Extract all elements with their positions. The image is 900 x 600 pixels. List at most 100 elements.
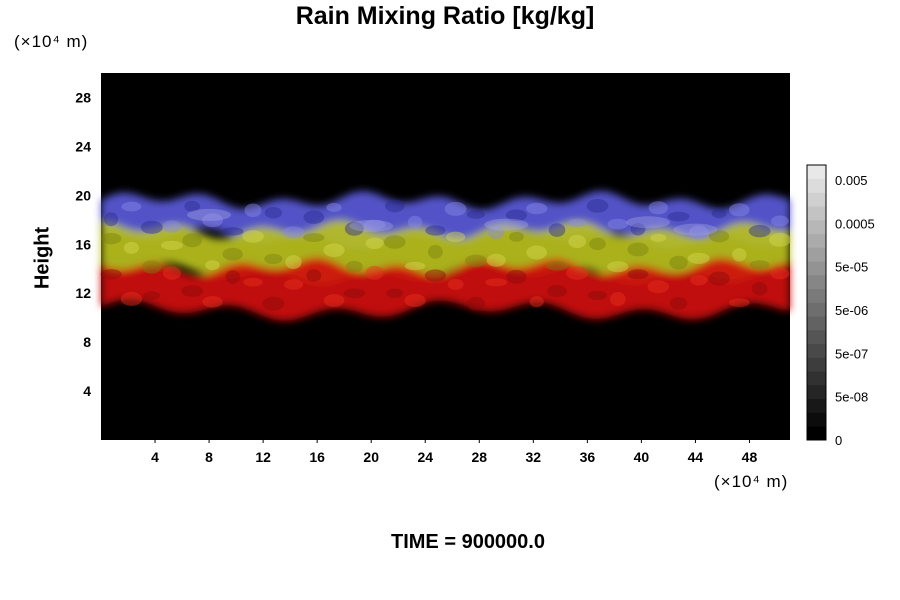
x-tick-label: 32 [526, 449, 542, 465]
wisp [100, 233, 122, 245]
wisp [363, 219, 386, 230]
y-tick-label: 24 [75, 138, 91, 154]
rain-layer-2 [101, 256, 790, 321]
wisp [243, 277, 263, 287]
wisp [526, 202, 548, 215]
wisp [568, 234, 587, 249]
wisp [505, 209, 527, 222]
colorbar-level [807, 385, 826, 400]
wisp [547, 285, 567, 298]
wisp [627, 269, 649, 280]
wisp [326, 202, 342, 212]
wisp [343, 288, 366, 299]
colorbar-level [807, 426, 826, 441]
wisp [445, 231, 466, 243]
wisp [729, 203, 750, 217]
wisp [100, 269, 122, 280]
x-ticks: 4 8 12 16 20 24 28 32 36 40 44 48 [151, 440, 757, 465]
wisp [728, 298, 750, 308]
wisp [264, 253, 283, 265]
wisp [466, 296, 486, 311]
colorbar-level [807, 398, 826, 413]
wisp [689, 225, 709, 240]
colorbar-level [807, 288, 826, 303]
wisp-highlight [187, 208, 232, 221]
x-tick-label: 4 [151, 449, 159, 465]
wisp [669, 255, 688, 270]
y-tick-label: 12 [75, 285, 91, 301]
wisp [344, 221, 364, 236]
wisp [748, 224, 771, 238]
wisp [627, 242, 649, 257]
wisp [143, 291, 160, 300]
wisp [184, 200, 201, 212]
colorbar-frame [806, 164, 827, 441]
rain-field [101, 190, 790, 321]
rain-layer-1 [101, 219, 790, 285]
wisp [650, 233, 667, 242]
x-tick-label: 12 [255, 449, 271, 465]
wisp-highlight [673, 223, 718, 236]
wisp [104, 212, 119, 227]
wisp [323, 243, 345, 257]
x-tick-label: 36 [580, 449, 596, 465]
wisp [485, 278, 508, 287]
wisp [160, 240, 183, 250]
time-label: TIME = 900000.0 [391, 531, 545, 553]
wisp [205, 260, 220, 271]
wisp [222, 247, 243, 261]
wisp-highlight [349, 219, 394, 232]
colorbar-level [807, 316, 826, 331]
wisp [221, 227, 244, 236]
x-tick-label: 20 [363, 449, 379, 465]
y-tick-label: 8 [83, 334, 91, 350]
wisp [244, 203, 262, 218]
wisp [690, 274, 708, 286]
y-tick-label: 20 [75, 187, 91, 203]
wisp [123, 241, 139, 254]
wisp [121, 201, 142, 212]
wisp [306, 269, 322, 282]
x-tick-label: 44 [688, 449, 704, 465]
x-tick-label: 48 [742, 449, 758, 465]
wisp [486, 253, 506, 267]
wisp [607, 261, 629, 273]
chart-title: Rain Mixing Ratio [kg/kg] [295, 2, 595, 30]
wisp [386, 288, 404, 298]
wisp [202, 213, 223, 228]
wisp-highlight [626, 216, 671, 229]
colorbar-level [807, 412, 826, 427]
wisp [404, 293, 426, 308]
wisp [568, 218, 587, 228]
wisp [667, 211, 690, 222]
y-tick-label: 16 [75, 236, 91, 252]
wisp [546, 261, 568, 271]
x-axis-unit: (×10⁴ m) [714, 472, 789, 491]
wisp [407, 215, 423, 229]
colorbar-level [807, 343, 826, 358]
wisp [385, 199, 405, 213]
wisp [588, 290, 607, 300]
wisp [303, 233, 325, 242]
wisp [566, 266, 589, 280]
wisp [771, 215, 789, 227]
y-tick-label: 4 [83, 383, 91, 399]
wisp [425, 225, 446, 236]
rain-wisps [100, 199, 791, 311]
wisp [548, 223, 566, 237]
colorbar-level [807, 371, 826, 386]
x-tick-label: 8 [205, 449, 213, 465]
wisp [506, 269, 527, 284]
wisp [303, 210, 325, 224]
wisp [120, 291, 143, 306]
colorbar-level [807, 233, 826, 248]
x-tick-label: 16 [309, 449, 325, 465]
wisp [488, 225, 505, 240]
wisp [529, 296, 544, 308]
wisp [365, 265, 384, 280]
wisp [647, 280, 670, 294]
wisp [586, 199, 609, 213]
colorbar-level [807, 330, 826, 345]
wisp [202, 296, 223, 308]
wisp [466, 210, 485, 219]
